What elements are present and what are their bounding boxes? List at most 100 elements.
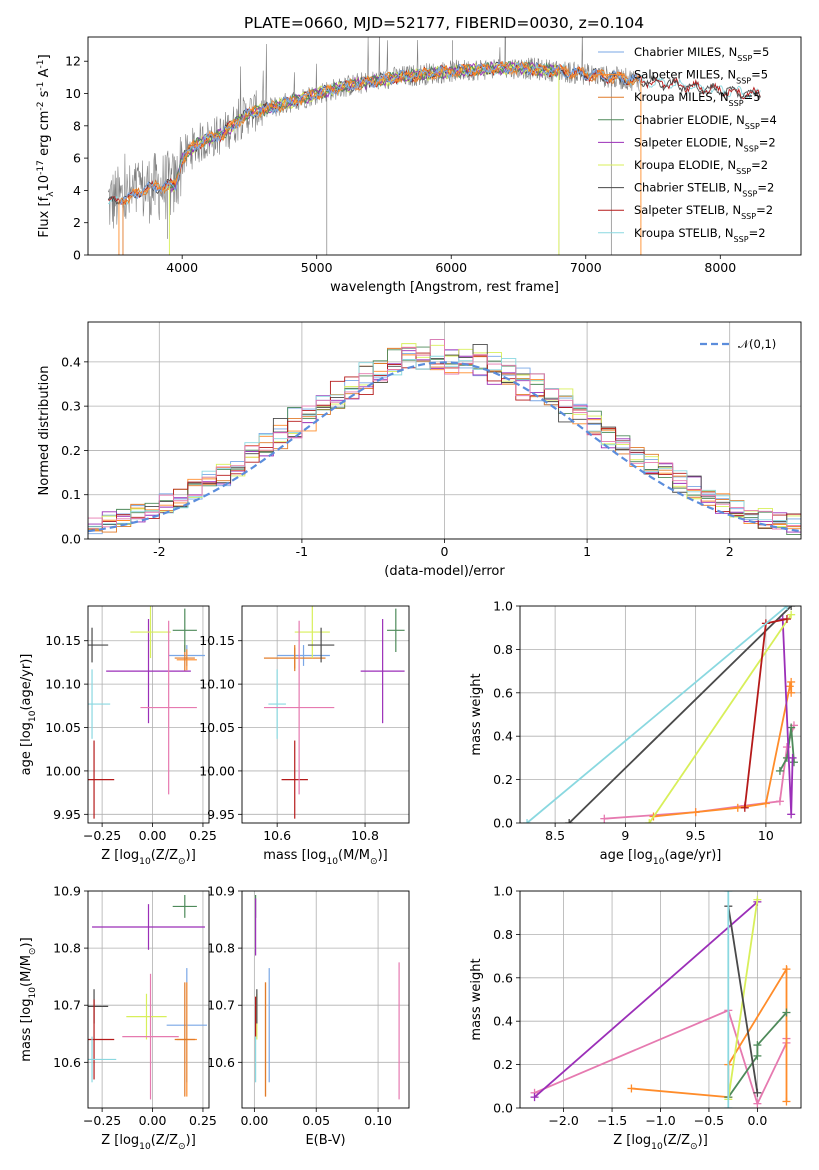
y-tick-label: 10.15 bbox=[199, 633, 235, 648]
axes-frame bbox=[519, 605, 802, 824]
plus-marker bbox=[691, 808, 700, 817]
x-tick-label: 0.00 bbox=[139, 1113, 167, 1128]
y-tick-label: 0 bbox=[73, 248, 81, 263]
x-tick-label: 0 bbox=[441, 544, 449, 559]
errorbar-chabrier-stelib bbox=[88, 627, 109, 663]
plus-marker bbox=[788, 753, 797, 762]
model-salpeter-elodie bbox=[168, 60, 559, 194]
plus-marker bbox=[789, 758, 798, 767]
x-axis-label: wavelength [Angstrom, rest frame] bbox=[330, 280, 559, 295]
gaussian-curve bbox=[88, 361, 801, 533]
errorbar-chabrier-elodie bbox=[172, 608, 197, 653]
y-tick-label: 10.10 bbox=[45, 677, 81, 692]
y-tick-label: 10.05 bbox=[45, 720, 81, 735]
y-axis-label: mass [log10(M/M⊙)] bbox=[19, 937, 38, 1061]
plus-marker bbox=[530, 1093, 539, 1102]
x-tick-label: −0.5 bbox=[694, 1113, 724, 1128]
x-tick-label: 10 bbox=[758, 828, 774, 843]
y-tick-label: 8 bbox=[73, 118, 81, 133]
y-tick-label: 6 bbox=[73, 151, 81, 166]
y-tick-label: 10.8 bbox=[207, 941, 235, 956]
y-tick-label: 9.95 bbox=[207, 807, 235, 822]
y-tick-label: 0.1 bbox=[61, 487, 81, 502]
axes-frame bbox=[87, 321, 802, 540]
x-tick-label: −0.25 bbox=[83, 828, 121, 843]
line-chabrier-elodie bbox=[727, 1011, 788, 1098]
x-tick-label: 4000 bbox=[166, 260, 198, 275]
y-tick-label: 10.00 bbox=[199, 763, 235, 778]
age-vs-Z-panel: −0.25 0.00 0.25 9.95 10.00 10.05 10.10 10.15 Z [… bbox=[19, 605, 217, 867]
axis-ticks: 4000 5000 6000 7000 8000 0 2 4 6 8 10 12 bbox=[65, 54, 736, 275]
legend: Chabrier MILES, NSSP=5 Salpeter MILES, NS… bbox=[598, 45, 777, 243]
plot-area bbox=[88, 322, 801, 539]
plus-marker bbox=[782, 615, 791, 624]
y-tick-label: 10.10 bbox=[199, 677, 235, 692]
axis-ticks: −0.25 0.00 0.25 10.6 10.7 10.8 10.9 bbox=[53, 884, 217, 1129]
plus-marker bbox=[761, 799, 770, 808]
model-salpeter-stelib bbox=[108, 60, 761, 206]
x-tick-label: 0.25 bbox=[189, 1113, 217, 1128]
axes-frame bbox=[241, 605, 410, 824]
y-tick-label: 10.7 bbox=[207, 998, 235, 1013]
plot-area bbox=[520, 891, 801, 1108]
x-tick-label: 0.25 bbox=[189, 828, 217, 843]
axes-frame bbox=[87, 605, 210, 824]
plus-marker bbox=[753, 895, 762, 904]
axes-frame bbox=[87, 890, 210, 1109]
legend-label: Salpeter STELIB, NSSP=2 bbox=[634, 203, 773, 221]
errorbar-kroupa-stelib bbox=[88, 669, 111, 739]
x-axis-label: Z [log10(Z/Z⊙)] bbox=[101, 1133, 196, 1152]
x-tick-label: 9 bbox=[621, 828, 629, 843]
y-tick-label: 10.05 bbox=[199, 720, 235, 735]
y-axis-label: Normed distribution bbox=[37, 366, 52, 496]
y-tick-label: 0.2 bbox=[61, 443, 81, 458]
gridlines bbox=[520, 891, 801, 1108]
histogram-panel: -2 -1 0 1 2 0.0 0.1 0.2 0.3 0.4 (data-model)/error… bbox=[37, 321, 802, 579]
x-tick-label: 10.6 bbox=[263, 828, 291, 843]
x-tick-label: −1.0 bbox=[645, 1113, 675, 1128]
x-axis-label: Z [log10(Z/Z⊙)] bbox=[613, 1133, 708, 1152]
y-tick-label: 9.95 bbox=[53, 807, 81, 822]
model-salpeter-miles bbox=[119, 60, 641, 206]
y-tick-label: 0.0 bbox=[493, 816, 513, 831]
weight-vs-Z-panel: −2.0 −1.5 −1.0 −0.5 0.0 0.0 0.2 0.4 0.6 0.8 1.0 Z [… bbox=[469, 884, 802, 1152]
errorbar-salpeter-elodie bbox=[360, 619, 405, 724]
x-tick-label: -1 bbox=[296, 544, 308, 559]
x-tick-label: 2 bbox=[726, 544, 734, 559]
axis-ticks: 0.00 0.05 0.10 10.6 10.7 10.8 10.9 bbox=[207, 884, 392, 1129]
x-tick-label: 7000 bbox=[570, 260, 602, 275]
errorbar-chabrier-stelib bbox=[307, 627, 335, 663]
line-kroupa-stelib bbox=[526, 606, 788, 823]
hist-pink bbox=[88, 339, 801, 535]
legend-label: Salpeter MILES, NSSP=5 bbox=[634, 68, 768, 86]
errorbar-pink bbox=[140, 620, 197, 795]
axis-ticks: 8.5 9 9.5 10 0.0 0.2 0.4 0.6 0.8 1.0 bbox=[493, 599, 774, 844]
line-chabrier-stelib bbox=[727, 906, 759, 1093]
axis-ticks: -2 -1 0 1 2 0.0 0.1 0.2 0.3 0.4 bbox=[61, 354, 734, 559]
spectrum-panel: 4000 5000 6000 7000 8000 0 2 4 6 8 10 12 wavelength … bbox=[36, 36, 802, 295]
y-tick-label: 0.6 bbox=[493, 685, 513, 700]
errorbar-pink bbox=[263, 620, 335, 795]
plus-marker bbox=[775, 797, 784, 806]
y-tick-label: 0.8 bbox=[493, 927, 513, 942]
y-tick-label: 10.7 bbox=[53, 998, 81, 1013]
x-tick-label: 10.8 bbox=[351, 828, 379, 843]
plus-marker bbox=[785, 682, 794, 691]
plus-marker bbox=[787, 677, 796, 686]
errorbar-salpeter-elodie bbox=[92, 904, 205, 950]
plus-marker bbox=[787, 688, 796, 697]
y-tick-label: 1.0 bbox=[493, 599, 513, 614]
plus-marker bbox=[787, 810, 796, 819]
plus-marker bbox=[775, 766, 784, 775]
axis-ticks: −2.0 −1.5 −1.0 −0.5 0.0 0.0 0.2 0.4 0.6 0.8 1.0 bbox=[493, 884, 767, 1129]
x-tick-label: 8.5 bbox=[545, 828, 565, 843]
plus-marker bbox=[627, 1084, 636, 1093]
x-tick-label: 6000 bbox=[435, 260, 467, 275]
line-salpeter-miles bbox=[653, 681, 793, 818]
plus-marker bbox=[787, 723, 796, 732]
mass-vs-EBV-panel: 0.00 0.05 0.10 10.6 10.7 10.8 10.9 E(B-V) bbox=[207, 884, 410, 1148]
errorbar-salpeter-elodie bbox=[106, 619, 191, 724]
errorbar-pink bbox=[122, 973, 179, 1100]
plus-marker bbox=[782, 965, 791, 974]
